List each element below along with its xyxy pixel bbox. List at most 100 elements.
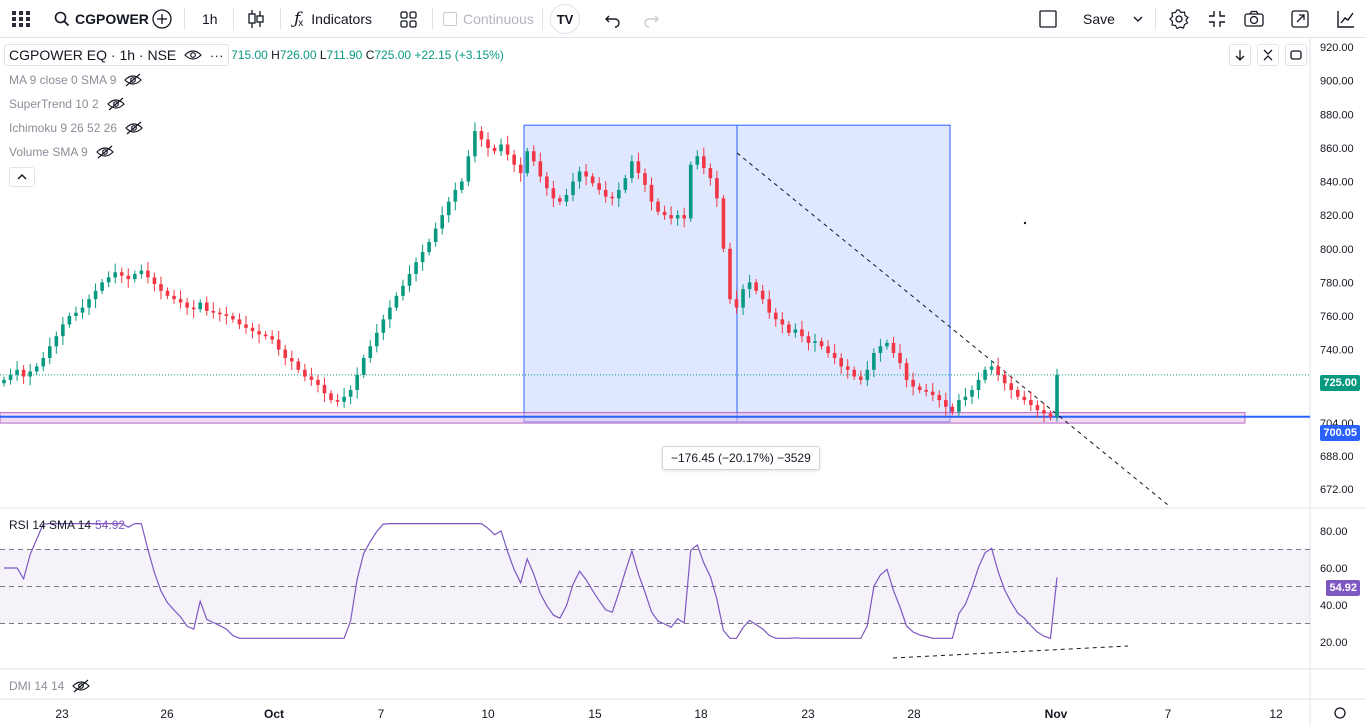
candle-body <box>649 184 654 202</box>
menu-grid-icon[interactable] <box>10 0 32 38</box>
candle-body <box>407 273 412 286</box>
candle-body <box>832 352 837 359</box>
eye-crossed-icon[interactable] <box>106 97 125 111</box>
price-axis-label: 800.00 <box>1320 244 1354 256</box>
candle-body <box>342 396 346 402</box>
candle-body <box>283 349 288 359</box>
indicator-label: Volume SMA 9 <box>9 145 88 159</box>
top-toolbar: CGPOWER 1h ƒ x Indicators Continuous TV … <box>0 0 1366 38</box>
candlestick-icon <box>248 10 264 28</box>
eye-crossed-icon[interactable] <box>72 679 91 693</box>
chevron-down-icon <box>1133 16 1143 22</box>
continuous-toggle[interactable]: Continuous <box>443 0 534 38</box>
candle-body <box>636 161 641 174</box>
eye-icon[interactable] <box>184 48 203 62</box>
toolbar-divider <box>432 8 433 30</box>
candle-body <box>67 316 72 325</box>
candle-body <box>204 302 209 311</box>
undo-icon <box>605 15 620 28</box>
candle-body <box>394 295 399 308</box>
settings-button[interactable] <box>1168 0 1190 38</box>
continuous-checkbox[interactable] <box>443 12 457 26</box>
candle-body <box>263 334 268 337</box>
chart-legend: CGPOWER EQ · 1h · NSE ∙∙∙ 715.00 H726.00… <box>4 44 504 187</box>
rsi-label: RSI 14 SMA 14 <box>9 518 92 532</box>
move-pane-down-button[interactable] <box>1229 44 1251 66</box>
indicator-row[interactable]: SuperTrend 10 2 <box>4 92 504 116</box>
candle-body <box>2 379 6 384</box>
rsi-legend[interactable]: RSI 14 SMA 14 54.92 <box>9 518 125 532</box>
candle-body <box>224 314 229 316</box>
indicator-row[interactable]: Ichimoku 9 26 52 26 <box>4 116 504 140</box>
indicator-row[interactable]: Volume SMA 9 <box>4 140 504 164</box>
tradingview-logo-icon: TV <box>550 4 580 34</box>
axis-settings-icon <box>1334 707 1346 719</box>
indicator-row[interactable]: MA 9 close 0 SMA 9 <box>4 68 504 92</box>
candle-body <box>368 346 373 359</box>
save-button[interactable]: Save <box>1083 0 1115 38</box>
publish-button[interactable] <box>1290 0 1310 38</box>
candle-body <box>545 176 549 189</box>
candle-body <box>917 386 922 390</box>
rsi-axis-label: 20.00 <box>1320 637 1348 649</box>
candle-body <box>865 369 870 380</box>
candle-body <box>656 201 660 212</box>
layout-button[interactable] <box>1038 0 1058 38</box>
candle-body <box>505 144 510 155</box>
candle-body <box>518 164 523 174</box>
support-zone <box>0 412 1246 424</box>
more-dots-icon[interactable]: ∙∙∙ <box>210 47 225 63</box>
candle-body <box>610 196 615 199</box>
eye-crossed-icon[interactable] <box>125 121 143 135</box>
candle-body <box>1035 405 1040 411</box>
redo-button[interactable] <box>642 0 660 38</box>
candle-body <box>492 147 497 152</box>
candle-body <box>198 302 203 310</box>
candle-body <box>944 400 948 407</box>
interval-button[interactable]: 1h <box>202 0 218 38</box>
candle-body <box>819 341 824 347</box>
dmi-legend[interactable]: DMI 14 14 <box>9 679 91 693</box>
candle-body <box>603 189 608 197</box>
indicators-button[interactable]: ƒ x Indicators <box>294 0 372 38</box>
eye-crossed-icon[interactable] <box>124 73 143 87</box>
square-icon <box>1039 10 1057 28</box>
compare-symbol-button[interactable] <box>151 0 173 38</box>
collapse-legend-button[interactable] <box>9 167 35 187</box>
time-axis-label: 23 <box>55 707 69 721</box>
candle-body <box>695 156 700 165</box>
undo-button[interactable] <box>604 0 622 38</box>
save-options-button[interactable] <box>1132 0 1144 38</box>
snapshot-button[interactable] <box>1243 0 1265 38</box>
eye-crossed-icon[interactable] <box>95 145 114 159</box>
price-axis-label: 740.00 <box>1320 345 1354 357</box>
candle-body <box>15 369 19 375</box>
templates-button[interactable] <box>399 0 419 38</box>
candle-body <box>558 198 562 202</box>
candle-body <box>159 284 163 291</box>
candle-body <box>891 342 896 353</box>
fx-icon-sub: x <box>298 17 304 29</box>
chart-type-button[interactable] <box>246 0 266 38</box>
time-axis-label: 7 <box>378 707 385 721</box>
candle-body <box>597 183 601 190</box>
candle-body <box>741 289 745 308</box>
price-axis-label: 880.00 <box>1320 109 1354 121</box>
tradingview-button[interactable]: TV <box>550 0 580 38</box>
candle-body <box>34 366 39 372</box>
candle-body <box>728 248 732 300</box>
rsi-axis-label: 40.00 <box>1320 600 1348 612</box>
candle-body <box>74 312 78 316</box>
candle-body <box>47 346 52 359</box>
candle-body <box>682 215 686 219</box>
candle-body <box>845 366 850 370</box>
symbol-search[interactable]: CGPOWER <box>54 0 149 38</box>
trading-panel-button[interactable] <box>1336 0 1356 38</box>
candle-body <box>898 352 902 364</box>
price-axis-label: 688.00 <box>1320 451 1354 463</box>
symbol-info-box[interactable]: CGPOWER EQ · 1h · NSE ∙∙∙ <box>4 44 230 66</box>
collapse-pane-button[interactable] <box>1257 44 1279 66</box>
maximize-pane-button[interactable] <box>1285 44 1307 66</box>
fullscreen-button[interactable] <box>1207 0 1227 38</box>
